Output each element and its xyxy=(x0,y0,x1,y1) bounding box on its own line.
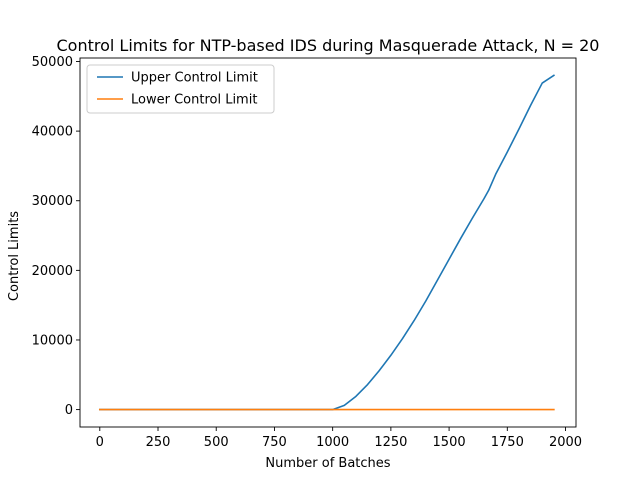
legend-label: Upper Control Limit xyxy=(131,71,258,86)
axes: 0 250 500 750 1000 1250 1500 1750 20000100002000… xyxy=(32,55,582,450)
y-tick-label: 50000 xyxy=(32,55,73,70)
chart-title: Control Limits for NTP-based IDS during … xyxy=(57,36,600,55)
x-tick-label: 1500 xyxy=(433,435,466,450)
legend-box xyxy=(86,64,275,114)
y-tick-label: 10000 xyxy=(32,333,73,348)
x-tick-label: 1750 xyxy=(491,435,524,450)
y-tick-label: 20000 xyxy=(32,264,73,279)
y-tick-label: 30000 xyxy=(32,194,73,209)
plot-area xyxy=(98,74,555,411)
x-tick-label: 750 xyxy=(262,435,287,450)
x-tick-label: 1000 xyxy=(316,435,349,450)
legend: Upper Control Limit Lower Control Limit xyxy=(86,64,275,114)
x-tick-label: 0 xyxy=(96,435,104,450)
x-tick-label: 1250 xyxy=(374,435,407,450)
legend-label: Lower Control Limit xyxy=(131,93,257,108)
x-tick-label: 2000 xyxy=(549,435,582,450)
y-tick-label: 40000 xyxy=(32,125,73,140)
x-tick-label: 250 xyxy=(146,435,171,450)
y-axis-label: Control Limits xyxy=(7,211,22,301)
axes-frame xyxy=(79,57,577,428)
x-tick-label: 500 xyxy=(204,435,229,450)
y-tick-label: 0 xyxy=(65,403,73,418)
x-axis-label: Number of Batches xyxy=(265,456,390,471)
